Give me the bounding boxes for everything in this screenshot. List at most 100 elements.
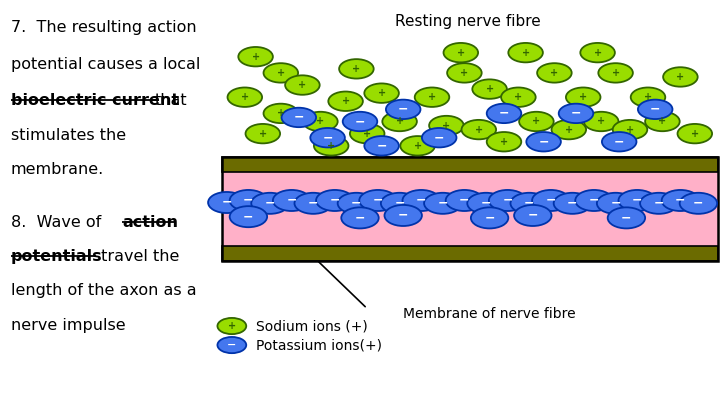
Text: +: + <box>413 141 422 151</box>
Text: +: + <box>485 84 494 94</box>
Circle shape <box>429 116 464 135</box>
Text: +: + <box>500 137 508 147</box>
Circle shape <box>597 193 634 214</box>
Circle shape <box>228 87 262 107</box>
Text: −: − <box>539 135 549 148</box>
Bar <box>222 157 718 261</box>
Text: −: − <box>503 194 513 207</box>
Text: −: − <box>567 197 577 210</box>
Text: +: + <box>460 68 469 78</box>
Text: +: + <box>521 48 530 58</box>
Text: +: + <box>341 96 350 106</box>
Text: +: + <box>626 125 634 134</box>
Circle shape <box>364 136 399 156</box>
Bar <box>222 172 718 246</box>
Text: −: − <box>227 340 237 350</box>
Circle shape <box>678 124 712 143</box>
Text: −: − <box>330 194 340 207</box>
Text: membrane.: membrane. <box>11 162 104 177</box>
Circle shape <box>328 92 363 111</box>
Text: −: − <box>323 131 333 144</box>
Circle shape <box>552 120 586 139</box>
Text: +: + <box>690 129 699 139</box>
Text: −: − <box>650 103 660 116</box>
Circle shape <box>230 206 267 227</box>
Text: +: + <box>377 88 386 98</box>
Circle shape <box>532 190 570 211</box>
Text: +: + <box>316 117 325 126</box>
Circle shape <box>384 205 422 226</box>
Text: −: − <box>614 135 624 148</box>
Circle shape <box>680 193 717 214</box>
Circle shape <box>282 108 316 127</box>
Circle shape <box>314 136 348 156</box>
Circle shape <box>294 193 332 214</box>
Circle shape <box>251 193 289 214</box>
Circle shape <box>467 193 505 214</box>
Text: +: + <box>676 72 685 82</box>
Circle shape <box>602 132 636 151</box>
Circle shape <box>537 63 572 83</box>
Text: nerve impulse: nerve impulse <box>11 318 125 333</box>
Text: −: − <box>308 197 318 210</box>
Circle shape <box>264 63 298 83</box>
Circle shape <box>554 193 591 214</box>
Text: bioelectric current: bioelectric current <box>11 93 184 108</box>
Text: Potassium ions(+): Potassium ions(+) <box>256 338 382 352</box>
Text: −: − <box>355 115 365 128</box>
Text: −: − <box>398 209 408 222</box>
Circle shape <box>364 83 399 103</box>
Circle shape <box>285 75 320 95</box>
Circle shape <box>382 112 417 131</box>
Text: −: − <box>654 197 664 210</box>
Circle shape <box>662 190 699 211</box>
Circle shape <box>359 190 397 211</box>
Text: −: − <box>351 197 361 210</box>
Circle shape <box>446 190 483 211</box>
Text: +: + <box>298 80 307 90</box>
Circle shape <box>264 104 298 123</box>
Text: −: − <box>611 197 621 210</box>
Circle shape <box>519 112 554 131</box>
Bar <box>222 157 718 172</box>
Text: +: + <box>514 92 523 102</box>
Text: +: + <box>456 48 465 58</box>
Circle shape <box>447 63 482 83</box>
Circle shape <box>638 100 672 119</box>
Text: +: + <box>276 68 285 78</box>
Circle shape <box>487 104 521 123</box>
Text: −: − <box>571 107 581 120</box>
Text: −: − <box>524 197 534 210</box>
Circle shape <box>238 47 273 66</box>
Circle shape <box>471 207 508 228</box>
Circle shape <box>580 43 615 62</box>
Text: +: + <box>327 141 336 151</box>
Circle shape <box>566 87 600 107</box>
Circle shape <box>316 190 354 211</box>
Circle shape <box>339 59 374 79</box>
Circle shape <box>415 87 449 107</box>
Text: −: − <box>222 196 232 209</box>
Text: −: − <box>589 194 599 207</box>
Text: −: − <box>485 211 495 224</box>
Text: −: − <box>546 194 556 207</box>
Text: −: − <box>528 209 538 222</box>
Circle shape <box>343 112 377 131</box>
Text: +: + <box>644 92 652 102</box>
Circle shape <box>208 192 246 213</box>
Text: +: + <box>442 121 451 130</box>
Text: −: − <box>416 194 426 207</box>
Text: +: + <box>276 109 285 118</box>
Circle shape <box>559 104 593 123</box>
Circle shape <box>598 63 633 83</box>
Text: +: + <box>564 125 573 134</box>
Circle shape <box>341 207 379 228</box>
Text: −: − <box>265 197 275 210</box>
Circle shape <box>663 67 698 87</box>
Circle shape <box>230 190 267 211</box>
Circle shape <box>501 87 536 107</box>
Text: +: + <box>474 125 483 134</box>
Circle shape <box>640 193 678 214</box>
Circle shape <box>402 190 440 211</box>
Circle shape <box>310 128 345 147</box>
